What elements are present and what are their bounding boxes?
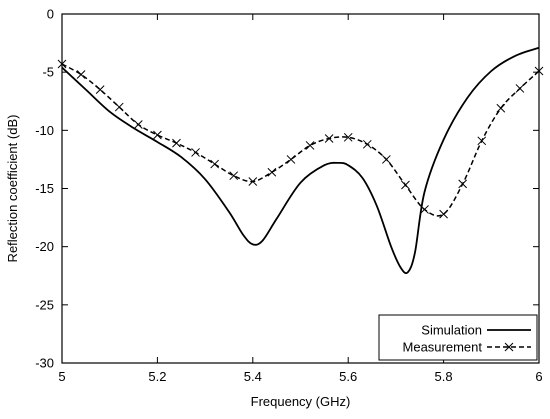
- data-point-measurement: [401, 180, 410, 190]
- legend-marker-measurement: [504, 342, 514, 352]
- legend-label-simulation: Simulation: [421, 323, 482, 338]
- y-tick-label: -30: [35, 356, 54, 371]
- x-tick-label: 5.4: [244, 369, 262, 384]
- data-point-measurement: [305, 141, 315, 150]
- series-line-measurement: [61, 63, 540, 217]
- data-point-measurement: [133, 120, 143, 129]
- data-point-measurement: [343, 132, 353, 142]
- data-point-measurement: [267, 167, 277, 177]
- y-tick-label: 0: [47, 7, 54, 22]
- x-axis-title: Frequency (GHz): [251, 394, 351, 409]
- data-point-measurement: [324, 134, 334, 143]
- x-tick-label: 5.2: [148, 369, 166, 384]
- y-axis-title: Reflection coefficient (dB): [5, 115, 20, 263]
- legend-box: [378, 314, 538, 361]
- data-point-measurement: [210, 159, 219, 169]
- legend: Simulation Measurement: [378, 314, 538, 361]
- x-tick-label: 5: [58, 369, 65, 384]
- x-tick-label: 5.8: [435, 369, 453, 384]
- legend-label-measurement: Measurement: [403, 340, 483, 355]
- data-point-measurement: [515, 84, 525, 93]
- data-point-measurement: [362, 139, 372, 149]
- data-point-measurement: [229, 171, 239, 181]
- plot-frame: [61, 13, 540, 364]
- data-point-measurement: [382, 155, 391, 164]
- data-point-measurement: [153, 130, 162, 140]
- data-point-measurement: [76, 70, 86, 79]
- y-tick-label: -10: [35, 123, 54, 138]
- x-tick-label: 5.6: [339, 369, 357, 384]
- data-point-measurement: [114, 102, 124, 112]
- data-point-measurement: [458, 179, 468, 189]
- data-point-measurement: [420, 205, 429, 214]
- data-point-measurement: [95, 85, 105, 94]
- data-point-measurement: [477, 136, 487, 146]
- data-point-measurement: [248, 177, 258, 186]
- y-tick-label: -20: [35, 239, 54, 254]
- data-point-measurement: [286, 155, 296, 164]
- x-tick-label: 6: [535, 369, 542, 384]
- data-point-measurement: [172, 138, 181, 148]
- series-line-simulation: [61, 46, 540, 275]
- data-point-measurement: [191, 148, 200, 157]
- data-point-measurement: [439, 209, 448, 219]
- y-tick-label: -5: [42, 65, 54, 80]
- data-point-measurement: [496, 103, 506, 113]
- y-tick-label: -15: [35, 181, 54, 196]
- y-tick-label: -25: [35, 297, 54, 312]
